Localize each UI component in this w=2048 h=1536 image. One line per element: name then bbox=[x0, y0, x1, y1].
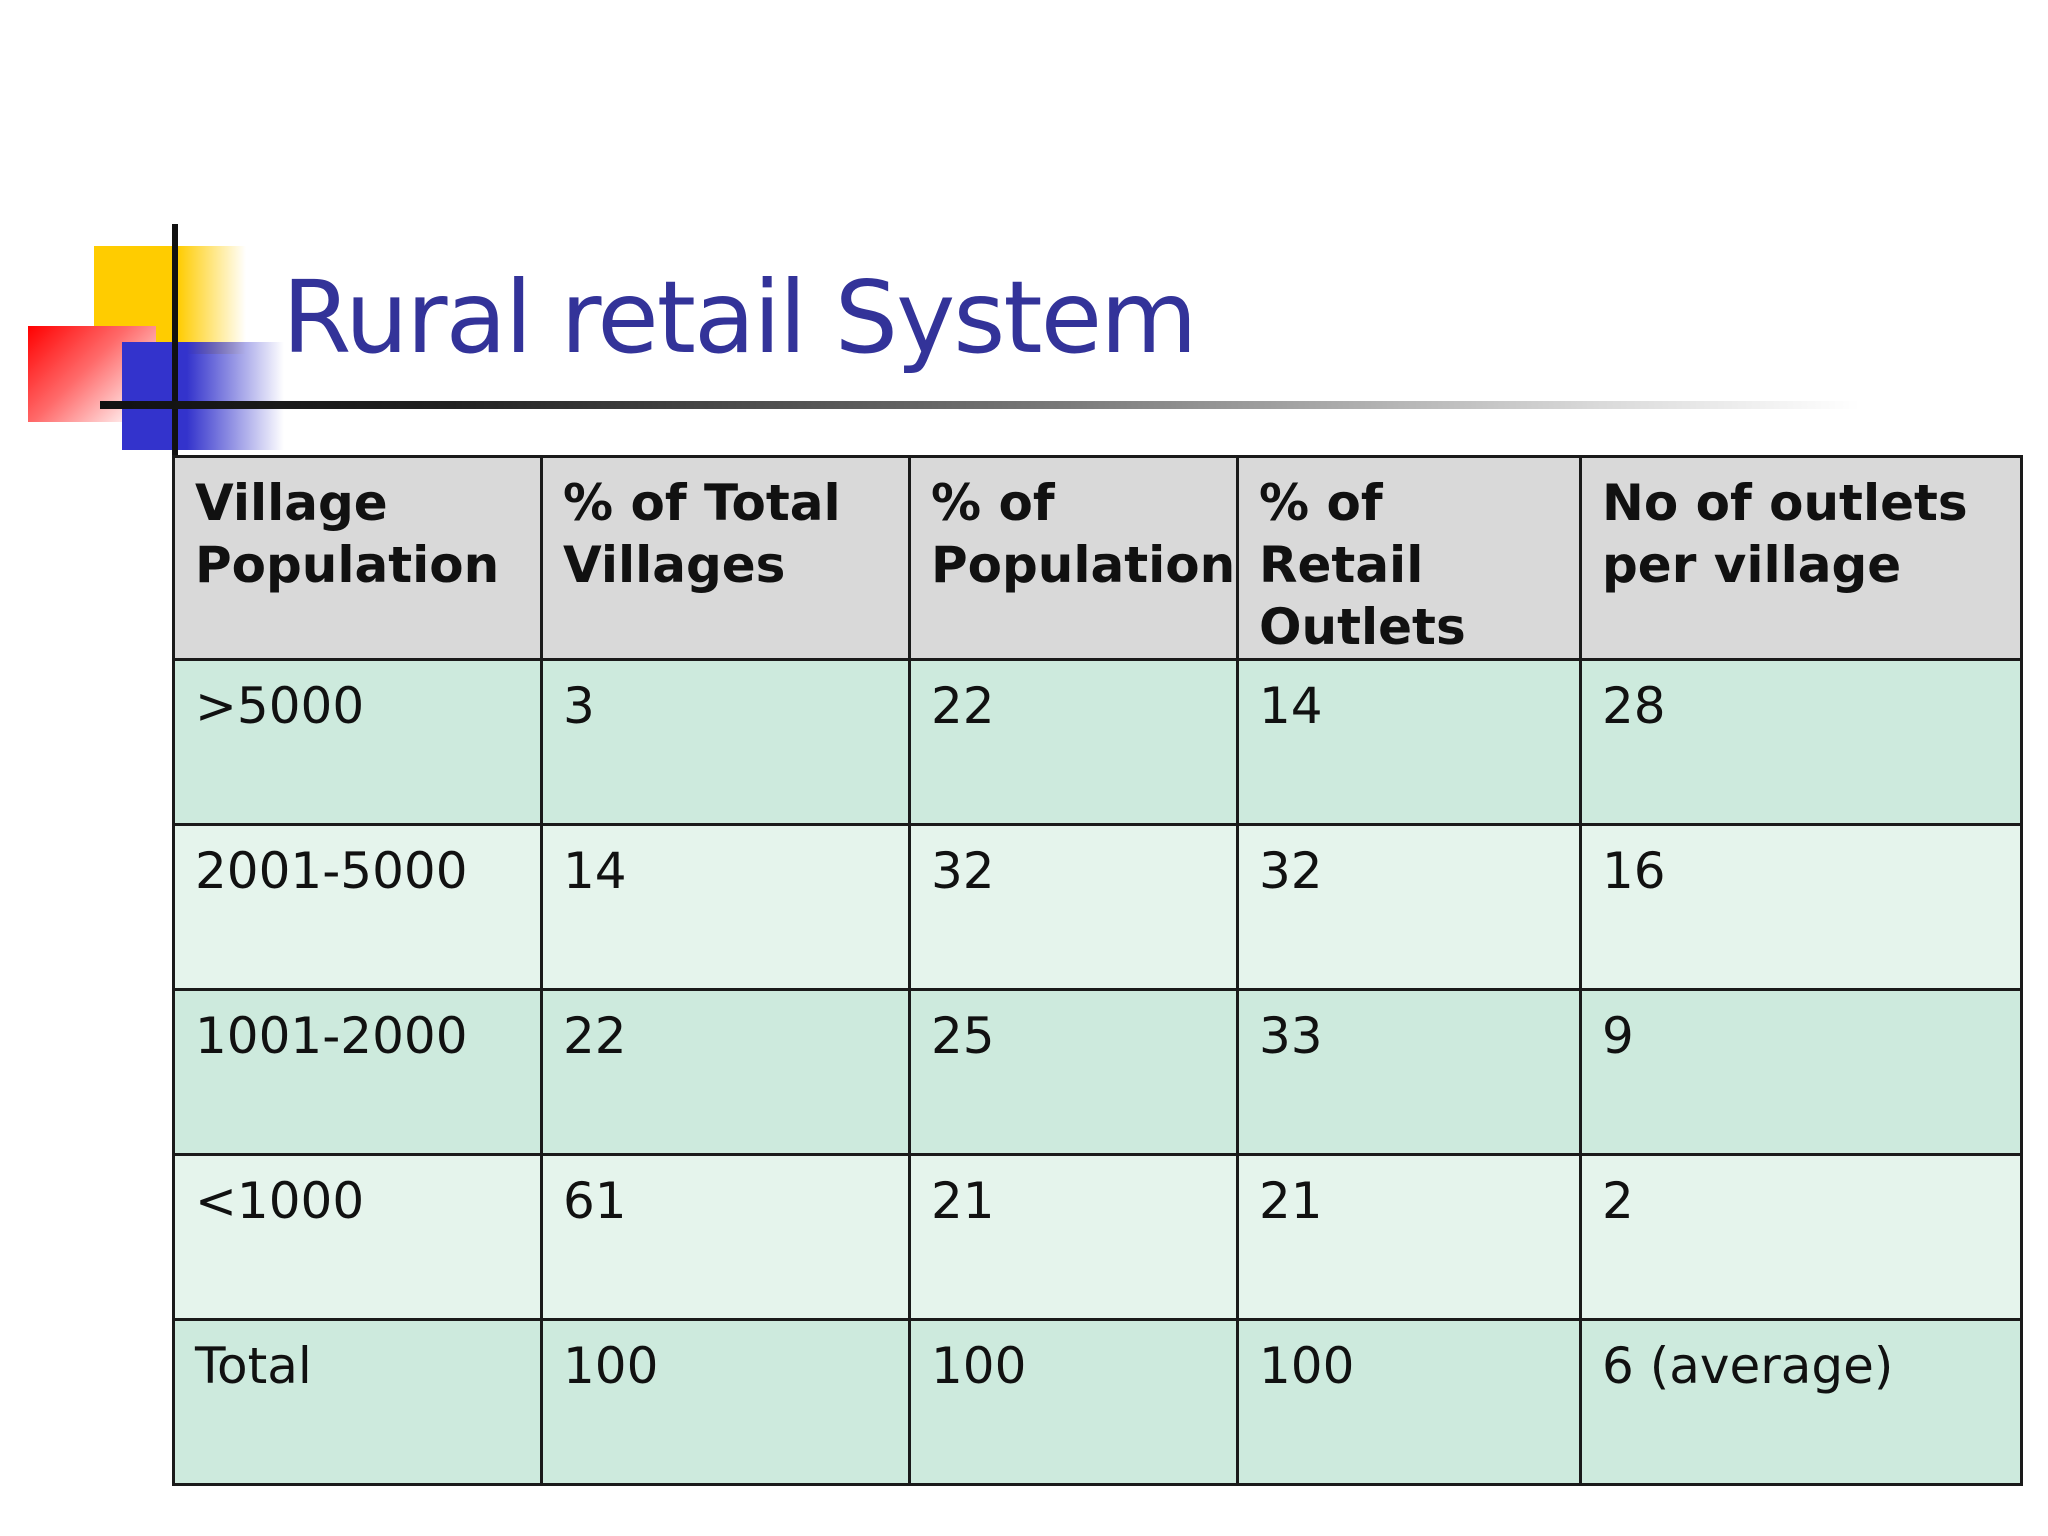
cell-village-population: Total bbox=[172, 1318, 543, 1486]
cell-pct-population: 32 bbox=[908, 823, 1239, 991]
cell-outlets-per-village: 6 (average) bbox=[1579, 1318, 2023, 1486]
table-row-total: Total 100 100 100 6 (average) bbox=[172, 1318, 2023, 1486]
table-row: 1001-2000 22 25 33 9 bbox=[172, 988, 2023, 1156]
cell-pct-total-villages: 14 bbox=[540, 823, 911, 991]
table-row: <1000 61 21 21 2 bbox=[172, 1153, 2023, 1321]
cell-outlets-per-village: 2 bbox=[1579, 1153, 2023, 1321]
table-header-row: Village Population % of Total Villages %… bbox=[172, 455, 2023, 661]
slide-title: Rural retail System bbox=[282, 259, 1198, 376]
cell-outlets-per-village: 28 bbox=[1579, 658, 2023, 826]
cell-pct-population: 22 bbox=[908, 658, 1239, 826]
cell-pct-population: 21 bbox=[908, 1153, 1239, 1321]
cell-village-population: >5000 bbox=[172, 658, 543, 826]
cell-outlets-per-village: 16 bbox=[1579, 823, 2023, 991]
title-underline bbox=[100, 401, 1860, 409]
retail-table: Village Population % of Total Villages %… bbox=[172, 455, 2023, 1486]
cell-pct-total-villages: 100 bbox=[540, 1318, 911, 1486]
cell-pct-population: 100 bbox=[908, 1318, 1239, 1486]
cell-outlets-per-village: 9 bbox=[1579, 988, 2023, 1156]
cell-pct-retail-outlets: 100 bbox=[1236, 1318, 1582, 1486]
cell-pct-retail-outlets: 14 bbox=[1236, 658, 1582, 826]
cell-pct-total-villages: 3 bbox=[540, 658, 911, 826]
cell-pct-retail-outlets: 33 bbox=[1236, 988, 1582, 1156]
header-pct-retail-outlets: % of Retail Outlets bbox=[1236, 455, 1582, 661]
cell-pct-population: 25 bbox=[908, 988, 1239, 1156]
table-row: 2001-5000 14 32 32 16 bbox=[172, 823, 2023, 991]
cell-village-population: 1001-2000 bbox=[172, 988, 543, 1156]
table-row: >5000 3 22 14 28 bbox=[172, 658, 2023, 826]
cell-pct-total-villages: 22 bbox=[540, 988, 911, 1156]
cell-village-population: <1000 bbox=[172, 1153, 543, 1321]
header-pct-total-villages: % of Total Villages bbox=[540, 455, 911, 661]
cell-pct-retail-outlets: 32 bbox=[1236, 823, 1582, 991]
decor-vertical-line bbox=[172, 224, 178, 456]
cell-village-population: 2001-5000 bbox=[172, 823, 543, 991]
header-outlets-per-village: No of outlets per village bbox=[1579, 455, 2023, 661]
cell-pct-retail-outlets: 21 bbox=[1236, 1153, 1582, 1321]
header-pct-population: % of Population bbox=[908, 455, 1239, 661]
header-village-population: Village Population bbox=[172, 455, 543, 661]
decor-blue-square bbox=[122, 342, 284, 450]
cell-pct-total-villages: 61 bbox=[540, 1153, 911, 1321]
